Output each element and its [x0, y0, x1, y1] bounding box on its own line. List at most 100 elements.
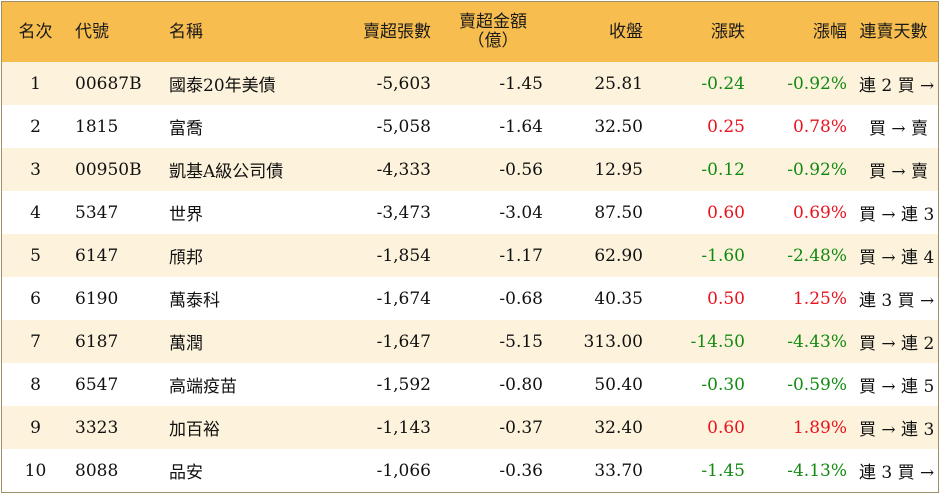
- cell-change-pct: -0.59%: [787, 374, 847, 395]
- cell-code: 6190: [75, 288, 119, 309]
- header-sell-amount-line1: 賣超金額: [459, 12, 527, 32]
- table-row: 4 5347 世界 -3,473 -3.04 87.50 0.60 0.69% 買 → 連 3 …: [2, 191, 938, 234]
- cell-name: 品安: [169, 463, 203, 483]
- header-sell-amount: 賣超金額 （億）: [437, 2, 549, 62]
- cell-code: 00687B: [75, 73, 142, 94]
- cell-change: 0.50: [707, 288, 745, 309]
- cell-sell-lots: -1,066: [376, 460, 431, 481]
- cell-sell-days: 買 → 賣: [868, 119, 928, 139]
- cell-name: 萬潤: [169, 334, 203, 354]
- cell-code: 6147: [75, 245, 119, 266]
- cell-sell-amount: -5.15: [499, 331, 543, 352]
- table-row: 9 3323 加百裕 -1,143 -0.37 32.40 0.60 1.89% 買 → 連 3…: [2, 406, 938, 449]
- cell-close: 50.40: [594, 374, 643, 395]
- cell-change-pct: 0.69%: [792, 202, 847, 223]
- cell-sell-amount: -1.17: [499, 245, 543, 266]
- cell-change: -0.30: [701, 374, 745, 395]
- cell-sell-amount: -0.80: [499, 374, 543, 395]
- cell-sell-days: 買 → 連 5 賣: [859, 377, 938, 397]
- cell-sell-lots: -5,603: [376, 73, 431, 94]
- cell-sell-days: 連 3 買 → 連 3 賣: [859, 291, 938, 311]
- cell-sell-amount: -0.68: [499, 288, 543, 309]
- cell-change: -1.45: [701, 460, 745, 481]
- header-row: 名次 代號 名稱 賣超張數 賣超金額 （億） 收盤 漲跌 漲幅 連賣天數: [2, 2, 938, 62]
- cell-sell-lots: -1,674: [376, 288, 431, 309]
- cell-close: 33.70: [594, 460, 643, 481]
- cell-name: 富喬: [169, 119, 203, 139]
- header-sell-amount-line2: （億）: [467, 31, 519, 51]
- cell-sell-amount: -1.45: [499, 73, 543, 94]
- cell-sell-lots: -3,473: [376, 202, 431, 223]
- cell-sell-amount: -1.64: [499, 116, 543, 137]
- header-sell-lots: 賣超張數: [363, 21, 431, 42]
- cell-close: 32.40: [594, 417, 643, 438]
- cell-close: 12.95: [594, 159, 643, 180]
- cell-rank: 4: [30, 202, 41, 223]
- table-row: 2 1815 富喬 -5,058 -1.64 32.50 0.25 0.78% 買 → 賣: [2, 105, 938, 148]
- cell-sell-amount: -0.56: [499, 159, 543, 180]
- cell-code: 5347: [75, 202, 119, 223]
- cell-sell-lots: -1,592: [376, 374, 431, 395]
- cell-close: 313.00: [583, 331, 643, 352]
- cell-change-pct: -4.43%: [787, 331, 847, 352]
- cell-sell-lots: -1,854: [376, 245, 431, 266]
- cell-sell-amount: -3.04: [499, 202, 543, 223]
- cell-close: 40.35: [594, 288, 643, 309]
- cell-sell-days: 連 3 買 → 賣: [859, 463, 938, 483]
- cell-name: 國泰20年美債: [169, 76, 276, 96]
- cell-code: 8088: [75, 460, 119, 481]
- cell-change-pct: -4.13%: [787, 460, 847, 481]
- cell-code: 3323: [75, 417, 119, 438]
- cell-rank: 6: [30, 288, 41, 309]
- cell-sell-days: 買 → 連 2 賣: [859, 334, 938, 354]
- cell-sell-days: 買 → 連 3 賣: [859, 420, 938, 440]
- cell-code: 00950B: [75, 159, 142, 180]
- cell-change: -0.12: [701, 159, 745, 180]
- header-name: 名稱: [169, 21, 203, 42]
- cell-change: 0.60: [707, 417, 745, 438]
- cell-sell-amount: -0.37: [499, 417, 543, 438]
- cell-change-pct: 1.89%: [792, 417, 847, 438]
- cell-change: 0.60: [707, 202, 745, 223]
- cell-close: 87.50: [594, 202, 643, 223]
- cell-sell-lots: -5,058: [376, 116, 431, 137]
- table-row: 1 00687B 國泰20年美債 -5,603 -1.45 25.81 -0.24 -0.92…: [2, 62, 938, 105]
- cell-rank: 10: [24, 460, 47, 481]
- cell-sell-days: 買 → 連 4 賣: [859, 248, 938, 268]
- cell-change-pct: -0.92%: [787, 159, 847, 180]
- cell-change: -1.60: [701, 245, 745, 266]
- table-header: 名次 代號 名稱 賣超張數 賣超金額 （億） 收盤 漲跌 漲幅 連賣天數: [2, 2, 938, 62]
- cell-rank: 5: [30, 245, 41, 266]
- table-row: 10 8088 品安 -1,066 -0.36 33.70 -1.45 -4.13% 連 3 買…: [2, 449, 938, 492]
- cell-sell-amount: -0.36: [499, 460, 543, 481]
- cell-rank: 3: [30, 159, 41, 180]
- cell-rank: 2: [30, 116, 41, 137]
- header-change: 漲跌: [711, 21, 745, 42]
- cell-close: 25.81: [594, 73, 643, 94]
- table-body: 1 00687B 國泰20年美債 -5,603 -1.45 25.81 -0.24 -0.92…: [2, 62, 938, 492]
- cell-rank: 9: [30, 417, 41, 438]
- table-row: 6 6190 萬泰科 -1,674 -0.68 40.35 0.50 1.25% 連 3 買 →…: [2, 277, 938, 320]
- cell-sell-lots: -4,333: [376, 159, 431, 180]
- cell-rank: 7: [30, 331, 41, 352]
- cell-change: 0.25: [707, 116, 745, 137]
- cell-rank: 1: [30, 73, 41, 94]
- cell-name: 凱基A級公司債: [169, 162, 284, 182]
- table-row: 8 6547 高端疫苗 -1,592 -0.80 50.40 -0.30 -0.59% 買 → …: [2, 363, 938, 406]
- cell-change-pct: 1.25%: [792, 288, 847, 309]
- table-row: 3 00950B 凱基A級公司債 -4,333 -0.56 12.95 -0.12 -0.92…: [2, 148, 938, 191]
- header-rank: 名次: [18, 21, 53, 42]
- cell-close: 32.50: [594, 116, 643, 137]
- cell-close: 62.90: [594, 245, 643, 266]
- header-sell-days: 連賣天數: [859, 21, 928, 42]
- cell-sell-lots: -1,647: [376, 331, 431, 352]
- cell-code: 6547: [75, 374, 119, 395]
- cell-sell-days: 買 → 賣: [868, 162, 928, 182]
- cell-change: -14.50: [690, 331, 745, 352]
- cell-name: 高端疫苗: [169, 377, 237, 397]
- cell-rank: 8: [30, 374, 41, 395]
- cell-change: -0.24: [701, 73, 745, 94]
- cell-sell-lots: -1,143: [376, 417, 431, 438]
